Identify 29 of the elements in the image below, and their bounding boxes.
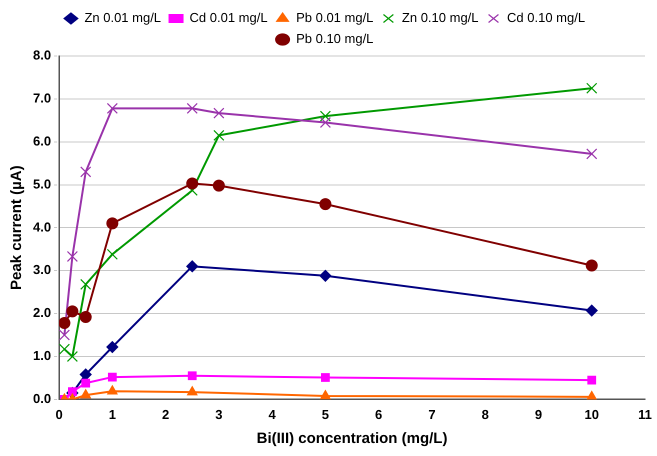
legend-label: Pb 0.10 mg/L [296,31,374,46]
y-tick-label: 8.0 [32,48,52,63]
y-tick-label: 3.0 [32,262,52,278]
x-axis-title: Bi(III) concentration (mg/L) [256,430,448,448]
legend-label: Cd 0.01 mg/L [190,10,268,26]
x-tick-label: 5 [322,406,330,422]
legend-label: Zn 0.10 mg/L [402,10,479,26]
x-tick-label: 11 [638,406,652,422]
x-tick-label: 0 [55,406,63,422]
x-tick-label: 9 [534,406,542,422]
y-tick-label: 4.0 [32,219,52,234]
x-tick-label: 2 [162,406,170,422]
y-tick-label: 0.0 [32,390,52,406]
y-tick-label: 1.0 [32,348,52,364]
y-tick-label: 7.0 [32,90,52,106]
x-tick-label: 1 [108,406,116,422]
x-tick-label: 6 [375,406,382,422]
y-axis-title: Peak current (µA) [8,165,26,290]
y-tick-label: 5.0 [32,176,52,192]
legend-label: Zn 0.01 mg/L [84,10,162,26]
x-tick-label: 10 [584,406,599,422]
x-tick-label: 7 [428,406,436,422]
x-tick-label: 3 [215,406,222,422]
legend-label: Cd 0.10 mg/L [507,10,586,26]
y-tick-label: 6.0 [32,133,52,148]
legend-label: Pb 0.01 mg/L [296,10,374,26]
x-tick-label: 8 [482,406,489,422]
x-tick-label: 4 [268,406,277,422]
y-tick-label: 2.0 [32,305,52,320]
